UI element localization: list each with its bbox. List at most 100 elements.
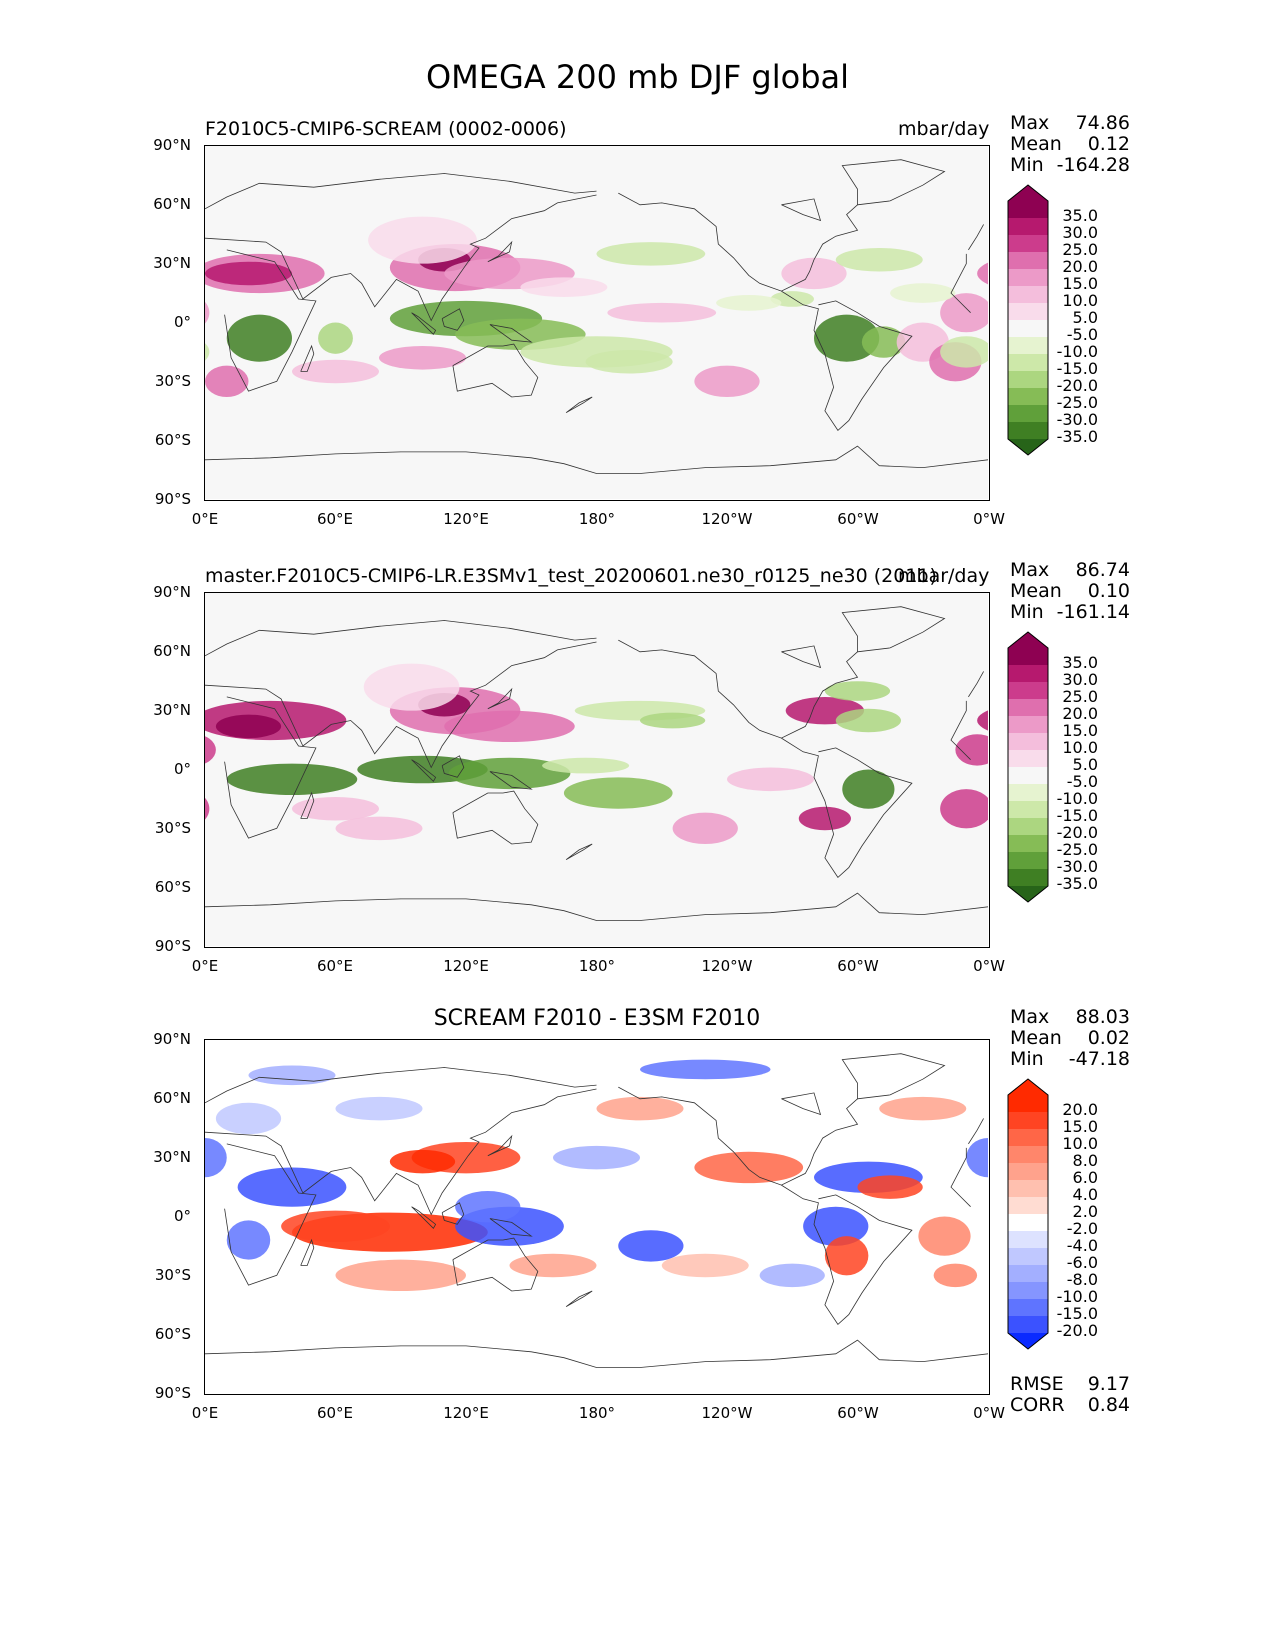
coastline <box>205 1067 984 1145</box>
panel-2-min-label: Min <box>1010 601 1044 623</box>
anomaly-region <box>335 1096 423 1121</box>
anomaly-region <box>814 314 880 362</box>
cbar-1-label: 10.0 <box>1062 291 1098 310</box>
panel-2-map <box>204 592 990 948</box>
coastline <box>489 771 533 790</box>
anomaly-region <box>857 1175 923 1199</box>
coastline <box>452 1237 539 1292</box>
anomaly-region <box>205 797 210 820</box>
coastline <box>781 1184 913 1326</box>
x-tick-label: 120°E <box>443 510 489 528</box>
panel-3-rmse-value: 9.17 <box>1087 1373 1130 1395</box>
colorbar-segment <box>1008 852 1048 869</box>
y-tick-label: 90°S <box>154 937 191 955</box>
cbar-3-label: -8.0 <box>1066 1270 1098 1289</box>
coastline <box>205 641 597 769</box>
coastline <box>300 1238 315 1266</box>
colorbar-extend-max <box>1008 185 1048 201</box>
coastline <box>618 192 859 292</box>
coastline <box>781 645 822 669</box>
panel-2-min-value: -161.14 <box>1056 601 1130 623</box>
colorbar-segment <box>1008 1316 1048 1333</box>
coastline <box>205 620 984 698</box>
coastline <box>565 396 593 414</box>
colorbar-extend-max <box>1008 1079 1048 1095</box>
anomaly-region <box>835 708 901 733</box>
y-tick-label: 60°S <box>154 431 191 449</box>
anomaly-region <box>940 293 988 333</box>
colorbar-segment <box>1008 1214 1048 1231</box>
coastlines <box>205 159 988 474</box>
cbar-2-label: -5.0 <box>1066 772 1098 791</box>
colorbar-segment <box>1008 1197 1048 1214</box>
cbar-2-label: 25.0 <box>1062 687 1098 706</box>
coastline <box>618 639 859 739</box>
cbar-1-label: -5.0 <box>1066 325 1098 344</box>
colorbar-segment <box>1008 648 1048 665</box>
colorbar-segment <box>1008 286 1048 303</box>
panel-1-colorbar <box>1007 184 1049 456</box>
colorbar-segment <box>1008 1231 1048 1248</box>
colorbar-segment <box>1008 665 1048 682</box>
coastline <box>487 240 513 263</box>
cbar-1-label: 20.0 <box>1062 257 1098 276</box>
colorbar-segment <box>1008 818 1048 835</box>
cbar-2-label: 30.0 <box>1062 670 1098 689</box>
anomaly-region <box>205 365 249 398</box>
anomaly-region <box>215 714 282 739</box>
anomaly-region <box>661 1253 749 1278</box>
y-tick-label: 30°S <box>154 372 191 390</box>
panel-3-map <box>204 1039 990 1395</box>
x-tick-label: 0°W <box>973 1404 1005 1422</box>
anomaly-field <box>205 1059 988 1292</box>
panel-2-map-plot <box>205 593 988 946</box>
x-tick-label: 60°W <box>837 510 879 528</box>
anomaly-region <box>368 216 477 264</box>
panel-3-center-title: SCREAM F2010 - E3SM F2010 <box>433 1006 761 1031</box>
anomaly-region <box>318 322 353 354</box>
colorbar-outline <box>1007 631 1049 903</box>
colorbar-segment <box>1008 1163 1048 1180</box>
colorbar-segment <box>1008 682 1048 699</box>
cbar-2-label: -30.0 <box>1056 857 1098 876</box>
cbar-3-label: 15.0 <box>1062 1117 1098 1136</box>
coastline <box>300 791 315 819</box>
x-tick-label: 60°E <box>316 1404 354 1422</box>
anomaly-region <box>553 1145 640 1170</box>
colorbar-segment <box>1008 1112 1048 1129</box>
colorbar-segment <box>1008 337 1048 354</box>
x-tick-label: 60°W <box>837 1404 879 1422</box>
panel-1-max-value: 74.86 <box>1075 112 1130 134</box>
panel-1-min-label: Min <box>1010 154 1044 176</box>
cbar-2-label: 35.0 <box>1062 653 1098 672</box>
anomaly-region <box>542 757 630 774</box>
colorbar-segment <box>1008 235 1048 252</box>
panel-1-mean-label: Mean <box>1010 133 1062 155</box>
anomaly-region <box>335 816 423 841</box>
coastline <box>841 1053 946 1100</box>
coastline <box>411 1206 437 1229</box>
coastline <box>441 308 465 331</box>
anomaly-region <box>977 262 988 285</box>
cbar-1-label: 35.0 <box>1062 206 1098 225</box>
cbar-2-label: -10.0 <box>1056 789 1098 808</box>
panel-2-max-value: 86.74 <box>1075 559 1130 581</box>
anomaly-region <box>716 295 782 311</box>
colorbar-segment <box>1008 801 1048 818</box>
anomaly-region <box>237 1167 347 1207</box>
panel-3-mean-label: Mean <box>1010 1027 1062 1049</box>
cbar-1-label: -35.0 <box>1056 427 1098 446</box>
colorbar-segment <box>1008 388 1048 405</box>
anomaly-region <box>248 1065 336 1086</box>
x-tick-label: 180° <box>578 510 616 528</box>
cbar-3-label: 6.0 <box>1072 1168 1098 1187</box>
y-tick-label: 60°N <box>153 195 191 213</box>
anomaly-region <box>335 1259 466 1292</box>
anomaly-region <box>672 812 738 845</box>
anomaly-region <box>205 343 210 361</box>
cbar-2-label: -15.0 <box>1056 806 1098 825</box>
panel-1-min-value: -164.28 <box>1056 154 1130 176</box>
anomaly-region <box>520 277 608 298</box>
coastlines <box>205 1053 988 1368</box>
coastline <box>618 1086 859 1186</box>
